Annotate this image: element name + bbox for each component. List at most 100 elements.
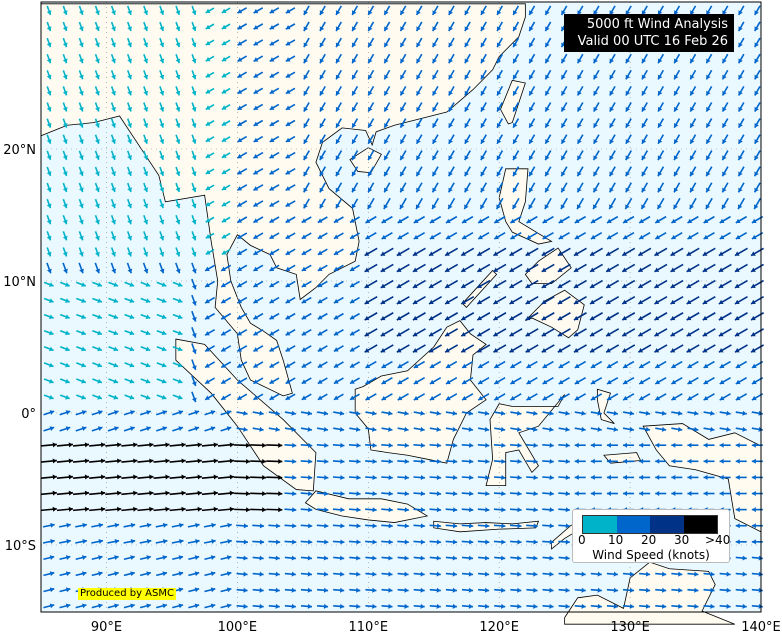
wind-arrow — [671, 215, 683, 224]
wind-arrow — [479, 197, 488, 210]
wind-arrow — [445, 603, 457, 609]
wind-arrow — [429, 426, 441, 432]
wind-arrow — [137, 442, 154, 448]
wind-arrow — [191, 37, 197, 48]
wind-arrow — [621, 279, 636, 289]
wind-arrow — [285, 119, 296, 127]
wind-arrow — [303, 21, 310, 32]
wind-arrow — [605, 263, 620, 273]
wind-arrow — [46, 215, 52, 225]
wind-arrow — [172, 329, 183, 336]
wind-arrow — [40, 458, 57, 464]
wind-arrow — [576, 53, 584, 64]
wind-arrow — [622, 587, 635, 593]
wind-arrow — [317, 264, 328, 272]
wind-arrow — [252, 539, 265, 545]
wind-arrow — [121, 458, 138, 464]
wind-arrow — [397, 215, 409, 224]
wind-arrow — [92, 329, 103, 336]
wind-arrow — [686, 344, 700, 353]
wind-arrow — [576, 150, 584, 161]
wind-arrow — [637, 328, 652, 337]
wind-arrow — [526, 426, 538, 432]
wind-arrow — [175, 231, 181, 241]
wind-arrow — [496, 53, 504, 64]
wind-arrow — [557, 279, 571, 289]
wind-arrow — [542, 232, 554, 240]
wind-arrow — [526, 393, 538, 401]
wind-arrow — [622, 603, 635, 609]
wind-arrow — [159, 150, 165, 161]
wind-arrow — [46, 21, 52, 32]
wind-arrow — [573, 344, 587, 353]
wind-arrow — [365, 442, 377, 448]
wind-arrow — [237, 103, 248, 111]
wind-arrow — [673, 197, 681, 210]
wind-arrow — [159, 70, 165, 80]
wind-arrow — [269, 329, 280, 336]
wind-arrow — [317, 555, 329, 561]
wind-arrow — [477, 232, 490, 240]
wind-arrow — [204, 426, 216, 432]
wind-arrow — [622, 571, 635, 577]
wind-arrow — [574, 587, 586, 593]
colorbar-0-10 — [583, 516, 617, 533]
wind-arrow — [285, 167, 296, 175]
wind-arrow — [461, 215, 474, 224]
wind-arrow — [413, 442, 425, 448]
wind-arrow — [266, 442, 283, 448]
title-line1: 5000 ft Wind Analysis — [586, 17, 728, 32]
wind-arrow — [605, 344, 620, 353]
wind-arrow — [496, 5, 504, 16]
wind-arrow — [525, 312, 539, 321]
wind-arrow — [351, 150, 359, 161]
wind-arrow — [637, 344, 652, 353]
wind-arrow — [673, 166, 681, 177]
wind-arrow — [703, 474, 715, 480]
wind-arrow — [316, 539, 329, 545]
landmasses — [40, 3, 762, 625]
wind-arrow — [107, 426, 119, 432]
wind-arrow — [303, 134, 310, 145]
wind-arrow — [367, 166, 375, 177]
wind-arrow — [431, 150, 439, 161]
wind-arrow — [221, 136, 231, 143]
wind-arrow — [718, 279, 732, 289]
wind-arrow — [185, 490, 202, 496]
wind-arrow — [719, 442, 731, 448]
wind-arrow — [110, 262, 117, 274]
wind-arrow — [59, 571, 71, 577]
wind-arrow — [300, 475, 313, 481]
wind-arrow — [428, 312, 442, 321]
wind-arrow — [753, 182, 761, 193]
wind-arrow — [721, 134, 729, 145]
wind-arrow — [413, 458, 425, 464]
wind-arrow — [253, 296, 264, 304]
wind-arrow — [285, 361, 296, 369]
wind-arrow — [367, 118, 375, 129]
wind-arrow — [78, 5, 84, 16]
wind-arrow — [510, 442, 522, 448]
wind-arrow — [159, 247, 165, 257]
wind-arrow — [737, 166, 745, 177]
wind-arrow — [558, 442, 570, 448]
wind-arrow — [221, 232, 231, 239]
wind-arrow — [78, 102, 84, 112]
wind-arrow — [364, 328, 378, 337]
wind-arrow — [655, 426, 667, 432]
wind-arrow — [333, 603, 345, 609]
wind-arrow — [92, 378, 103, 384]
wind-arrow — [734, 279, 748, 289]
wind-arrow — [156, 297, 167, 303]
wind-arrow — [560, 134, 568, 145]
wind-arrow — [429, 442, 442, 448]
wind-arrow — [94, 70, 100, 80]
wind-arrow — [284, 458, 297, 464]
wind-arrow — [687, 491, 699, 497]
wind-arrow — [399, 85, 407, 96]
wind-arrow — [558, 393, 570, 401]
wind-arrow — [76, 346, 87, 352]
wind-arrow — [444, 263, 459, 273]
wind-arrow — [447, 150, 455, 161]
wind-arrow — [493, 247, 507, 257]
